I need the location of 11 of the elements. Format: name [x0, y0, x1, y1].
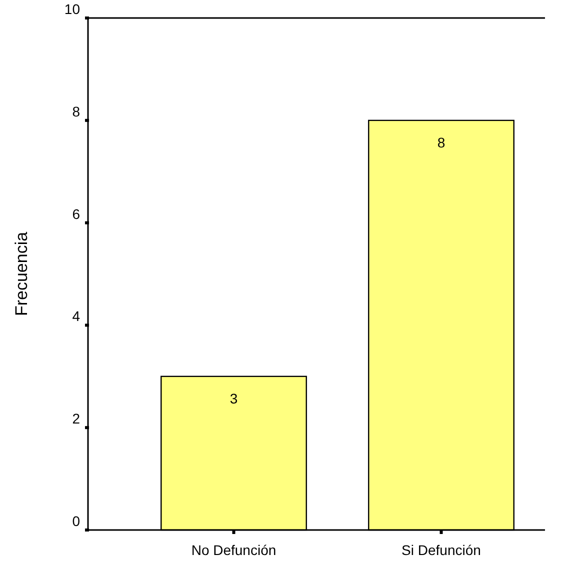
y-tick-label: 10: [64, 1, 80, 17]
data-label: 8: [437, 134, 446, 150]
y-tick-label: 8: [72, 103, 80, 120]
y-axis-title: Frecuencia: [12, 231, 31, 316]
y-tick-label: 2: [72, 410, 80, 427]
x-tick-label: No Defunción: [191, 542, 276, 558]
y-tick-label: 4: [72, 308, 80, 324]
x-tick-label: Si Defunción: [402, 542, 481, 558]
data-label: 3: [230, 390, 238, 406]
y-tick-label: 6: [72, 206, 80, 222]
y-tick-label: 0: [72, 513, 80, 529]
